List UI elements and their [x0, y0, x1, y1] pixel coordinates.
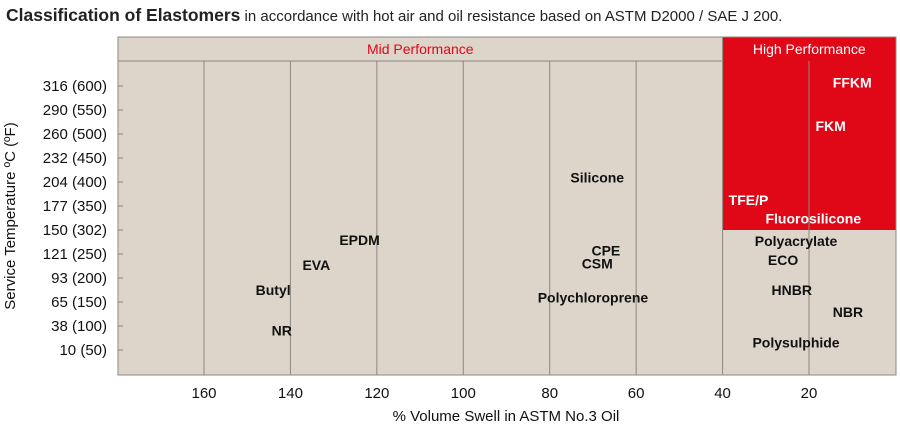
- point-label-epdm: EPDM: [339, 232, 379, 248]
- high-performance-header: [722, 37, 896, 61]
- x-tick-label-160: 160: [191, 385, 216, 402]
- y-tick-label-150: 150 (302): [43, 222, 107, 239]
- x-tick-label-20: 20: [801, 385, 818, 402]
- x-tick-label-120: 120: [364, 385, 389, 402]
- point-label-tfe-p: TFE/P: [729, 192, 769, 208]
- x-axis-label: % Volume Swell in ASTM No.3 Oil: [393, 408, 620, 425]
- point-label-fkm: FKM: [815, 118, 845, 134]
- point-label-nbr: NBR: [833, 304, 863, 320]
- x-tick-label-140: 140: [278, 385, 303, 402]
- y-tick-label-232: 232 (450): [43, 150, 107, 167]
- region-label-high: High Performance: [753, 41, 866, 57]
- chart-title: Classification of Elastomers in accordan…: [6, 5, 782, 26]
- point-label-eco: ECO: [768, 252, 798, 268]
- x-tick-label-100: 100: [451, 385, 476, 402]
- region-label-mid: Mid Performance: [367, 41, 474, 57]
- point-label-fluorosilicone: Fluorosilicone: [765, 210, 861, 226]
- y-tick-label-38: 38 (100): [51, 318, 107, 335]
- chart-title-main: Classification of Elastomers: [6, 5, 241, 25]
- y-tick-label-177: 177 (350): [43, 198, 107, 215]
- y-tick-label-93: 93 (200): [51, 270, 107, 287]
- point-label-cpe: CPE: [591, 243, 620, 259]
- y-tick-label-121: 121 (250): [43, 246, 107, 263]
- point-label-eva: EVA: [302, 257, 330, 273]
- y-axis-label: Service Temperature ºC (ºF): [2, 122, 19, 309]
- point-label-hnbr: HNBR: [771, 282, 811, 298]
- y-tick-label-260: 260 (500): [43, 126, 107, 143]
- y-tick-label-10: 10 (50): [59, 342, 107, 359]
- point-label-butyl: Butyl: [256, 282, 291, 298]
- point-label-csm: CSM: [582, 255, 613, 271]
- point-label-ffkm: FFKM: [833, 74, 872, 90]
- y-tick-label-65: 65 (150): [51, 294, 107, 311]
- y-tick-label-290: 290 (550): [43, 102, 107, 119]
- y-tick-label-204: 204 (400): [43, 174, 107, 191]
- chart-title-sub: in accordance with hot air and oil resis…: [240, 8, 783, 25]
- point-label-polychloroprene: Polychloroprene: [538, 290, 649, 306]
- x-tick-label-60: 60: [628, 385, 645, 402]
- x-tick-label-40: 40: [714, 385, 731, 402]
- point-label-silicone: Silicone: [570, 170, 624, 186]
- point-label-polysulphide: Polysulphide: [752, 334, 839, 350]
- x-tick-label-80: 80: [541, 385, 558, 402]
- y-tick-label-316: 316 (600): [43, 78, 107, 95]
- point-label-nr: NR: [272, 322, 292, 338]
- point-label-polyacrylate: Polyacrylate: [755, 233, 838, 249]
